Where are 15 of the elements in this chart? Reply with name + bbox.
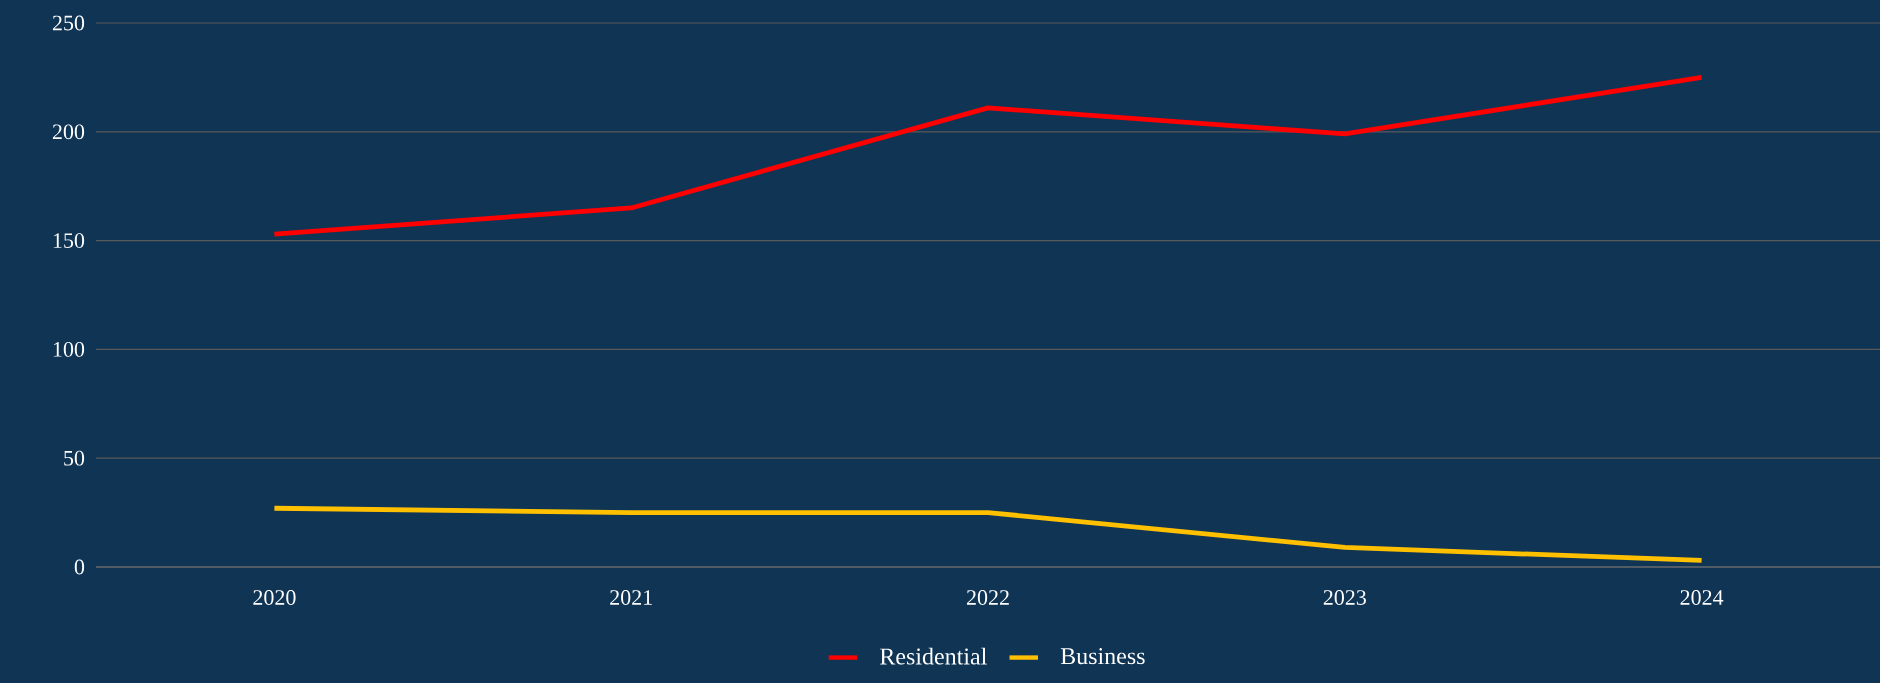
x-tick-label: 2021 bbox=[610, 590, 652, 605]
y-tick-label: 0 bbox=[74, 559, 85, 575]
y-tick-label: 50 bbox=[64, 450, 85, 466]
x-tick-label: 2023 bbox=[1323, 590, 1366, 605]
y-tick-label: 100 bbox=[53, 341, 85, 357]
x-tick-label: 2024 bbox=[1680, 590, 1724, 605]
x-tick-label: 2020 bbox=[253, 590, 296, 605]
legend-label: Business bbox=[1060, 648, 1145, 665]
y-tick-label: 150 bbox=[53, 233, 85, 249]
line-series bbox=[272, 505, 1705, 563]
line-series bbox=[272, 74, 1705, 237]
y-tick-label: 200 bbox=[52, 124, 85, 140]
x-tick-label: 2022 bbox=[966, 590, 1009, 605]
y-tick-label: 250 bbox=[52, 15, 85, 31]
legend-label: Residential bbox=[880, 647, 987, 665]
